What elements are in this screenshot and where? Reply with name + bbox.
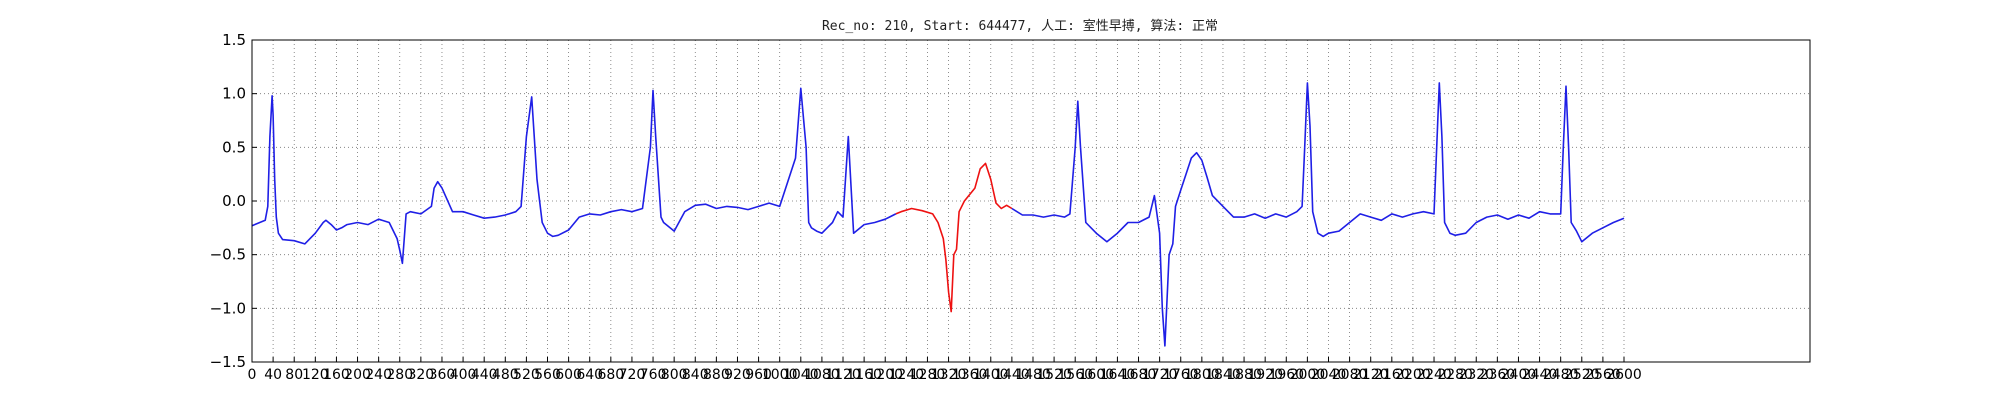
x-tick-label: 1720 [1142,367,1178,383]
x-tick-label: 400 [450,367,477,383]
x-tick-label: 640 [576,367,603,383]
x-tick-label: 1040 [783,367,819,383]
x-tick-label: 2480 [1543,367,1579,383]
x-tick-label: 1440 [994,367,1030,383]
y-tick-label: 0.0 [222,192,246,210]
x-tick-label: 1920 [1247,367,1283,383]
x-tick-label: 2320 [1458,367,1494,383]
y-tick-label: 1.0 [222,85,246,103]
x-tick-label: 1880 [1226,367,1262,383]
x-tick-label: 600 [555,367,582,383]
x-tick-label: 1480 [1015,367,1051,383]
x-tick-label: 1360 [952,367,988,383]
x-tick-label: 440 [471,367,498,383]
x-tick-label: 1960 [1268,367,1304,383]
x-tick-label: 2120 [1353,367,1389,383]
x-tick-label: 2080 [1332,367,1368,383]
y-axis-ticks: −1.5 −1.0 −0.5 0.0 0.5 1.0 1.5 [210,31,257,371]
x-tick-label: 2160 [1374,367,1410,383]
x-axis-ticks: 0 40 8012016020024028032036040044048052056… [248,357,1642,383]
x-tick-label: 1600 [1078,367,1114,383]
y-tick-label: −1.5 [210,353,246,371]
x-tick-label: 760 [640,367,667,383]
x-tick-label: 1320 [931,367,967,383]
ecg-series-line-2 [1011,82,1625,347]
x-tick-label: 560 [534,367,561,383]
x-tick-label: 1200 [867,367,903,383]
x-tick-label: 320 [407,367,434,383]
x-tick-label: 1800 [1184,367,1220,383]
x-tick-label: 1680 [1121,367,1157,383]
x-tick-label: 1080 [804,367,840,383]
x-tick-label: 360 [429,367,456,383]
x-tick-label: 1400 [973,367,1009,383]
x-tick-label: 2360 [1480,367,1516,383]
x-tick-label: 1760 [1163,367,1199,383]
ecg-series-line-0 [251,87,897,265]
x-tick-label: 1120 [825,367,861,383]
x-tick-label: 1280 [910,367,946,383]
x-tick-label: 2520 [1564,367,1600,383]
x-tick-label: 1560 [1057,367,1093,383]
x-tick-label: 680 [597,367,624,383]
x-tick-label: 2280 [1437,367,1473,383]
x-tick-label: 1160 [846,367,882,383]
y-tick-label: 0.5 [222,138,246,156]
x-tick-label: 1640 [1100,367,1136,383]
x-tick-label: 1840 [1205,367,1241,383]
x-tick-label: 2040 [1311,367,1347,383]
x-tick-label: 1240 [889,367,925,383]
x-tick-label: 480 [492,367,519,383]
y-tick-label: −1.0 [210,299,246,317]
x-tick-label: 2240 [1416,367,1452,383]
series-lines [251,82,1625,347]
x-tick-label: 0 [248,367,257,383]
x-tick-label: 2000 [1290,367,1326,383]
grid-lines [251,39,1810,363]
x-tick-label: 200 [344,367,371,383]
x-tick-label: 960 [745,367,772,383]
x-tick-label: 120 [302,367,329,383]
x-tick-label: 720 [619,367,646,383]
x-tick-label: 2440 [1522,367,1558,383]
x-tick-label: 2200 [1395,367,1431,383]
x-tick-label: 160 [323,367,350,383]
x-tick-label: 2560 [1585,367,1621,383]
x-tick-label: 800 [661,367,688,383]
x-tick-label: 520 [513,367,540,383]
x-tick-label: 840 [682,367,709,383]
x-tick-label: 1520 [1036,367,1072,383]
x-tick-label: 2400 [1501,367,1537,383]
x-tick-label: 880 [703,367,730,383]
x-tick-label: 40 [264,367,282,383]
x-tick-label: 280 [386,367,413,383]
chart-title: Rec_no: 210, Start: 644477, 人工: 室性早搏, 算法… [822,18,1218,34]
x-tick-label: 80 [285,367,303,383]
x-tick-label: 2600 [1606,367,1642,383]
x-tick-label: 920 [724,367,751,383]
x-tick-label: 1000 [762,367,798,383]
y-tick-label: −0.5 [210,246,246,264]
y-tick-label: 1.5 [222,31,246,49]
x-tick-label: 240 [365,367,392,383]
ecg-series-line-1 [895,162,1013,313]
